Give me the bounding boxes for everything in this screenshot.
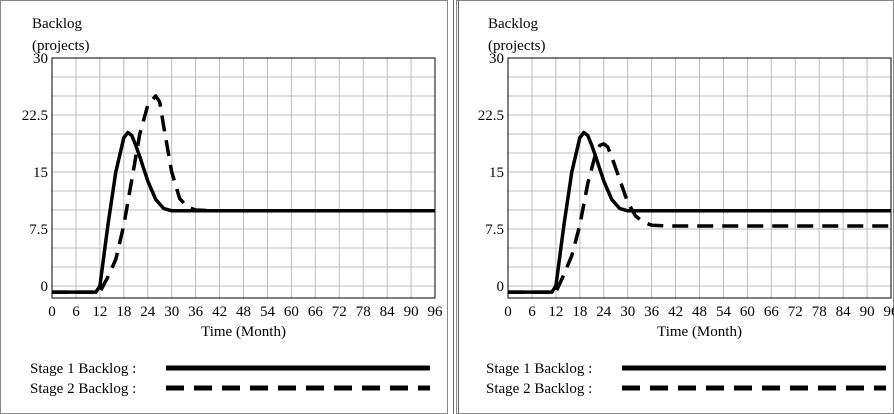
y-axis-label-unit: (projects)	[488, 38, 545, 54]
x-tick-label: 12	[548, 304, 563, 320]
y-tick-label: 0	[497, 279, 505, 295]
chart-panel-right: Backlog (projects) 0 7.5 15 22.5 30 0 6 12 18 24 30 3…	[456, 0, 894, 414]
legend-label: Stage 2 Backlog :	[30, 381, 136, 397]
x-tick-label: 48	[236, 304, 251, 320]
series-line-2	[52, 94, 435, 294]
plot-border	[51, 57, 436, 299]
x-tick-label: 42	[668, 304, 683, 320]
series-line-1	[508, 130, 891, 294]
x-tick-label: 18	[572, 304, 587, 320]
x-tick-label: 72	[332, 304, 347, 320]
x-tick-label: 60	[740, 304, 755, 320]
x-tick-label: 96	[428, 304, 444, 320]
y-tick-label: 0	[41, 279, 49, 295]
panel-divider	[458, 0, 459, 414]
legend-label: Stage 2 Backlog :	[486, 381, 592, 397]
x-tick-label: 6	[528, 304, 536, 320]
x-axis-label: Time (Month)	[657, 324, 742, 340]
x-axis-label: Time (Month)	[201, 324, 286, 340]
chart-panel-left: Backlog (projects) 0 7.5 15 22.5 30 0 6 12 18 24 30 3…	[0, 0, 448, 414]
y-tick-label: 15	[489, 165, 504, 181]
x-tick-label: 84	[836, 304, 852, 320]
y-tick-label: 30	[489, 51, 504, 67]
y-tick-label: 15	[33, 165, 48, 181]
x-tick-label: 66	[764, 304, 780, 320]
x-tick-label: 24	[596, 304, 612, 320]
x-tick-label: 54	[260, 304, 276, 320]
y-axis-label: Backlog	[488, 16, 538, 32]
y-tick-label: 30	[33, 51, 48, 67]
x-tick-label: 60	[284, 304, 299, 320]
x-tick-label: 78	[812, 304, 827, 320]
x-tick-label: 0	[504, 304, 512, 320]
y-tick-label: 22.5	[478, 108, 504, 124]
legend-label: Stage 1 Backlog :	[30, 361, 136, 377]
x-tick-label: 72	[788, 304, 803, 320]
x-tick-label: 36	[644, 304, 660, 320]
panel-divider	[453, 0, 454, 414]
x-tick-label: 24	[140, 304, 156, 320]
x-tick-label: 48	[692, 304, 707, 320]
x-tick-label: 96	[884, 304, 894, 320]
x-tick-label: 18	[116, 304, 131, 320]
x-tick-label: 42	[212, 304, 227, 320]
x-tick-label: 84	[380, 304, 396, 320]
x-tick-label: 90	[860, 304, 875, 320]
x-tick-label: 0	[48, 304, 56, 320]
x-tick-label: 6	[72, 304, 80, 320]
y-axis-label: Backlog	[32, 16, 82, 32]
plot-border	[507, 57, 892, 299]
x-tick-label: 54	[716, 304, 732, 320]
x-tick-label: 90	[404, 304, 419, 320]
series-line-2	[508, 142, 891, 294]
x-tick-label: 78	[356, 304, 371, 320]
x-tick-label: 30	[164, 304, 179, 320]
x-tick-label: 36	[188, 304, 204, 320]
x-tick-label: 66	[308, 304, 324, 320]
x-tick-label: 30	[620, 304, 635, 320]
y-tick-label: 7.5	[485, 222, 504, 238]
y-axis-label-unit: (projects)	[32, 38, 89, 54]
x-tick-label: 12	[92, 304, 107, 320]
legend-label: Stage 1 Backlog :	[486, 361, 592, 377]
y-tick-label: 7.5	[29, 222, 48, 238]
y-tick-label: 22.5	[22, 108, 48, 124]
